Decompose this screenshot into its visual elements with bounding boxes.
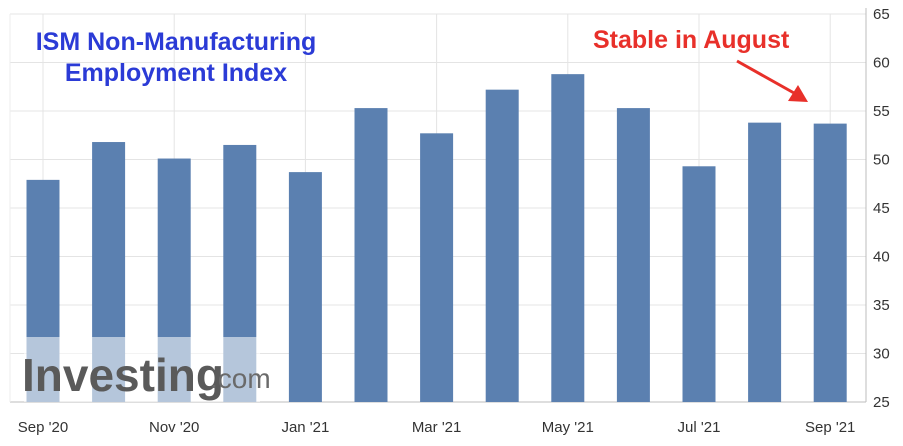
bar bbox=[485, 89, 519, 402]
y-tick-label: 35 bbox=[873, 297, 890, 314]
annotation: Stable in August bbox=[593, 26, 808, 102]
y-tick-label: 55 bbox=[873, 103, 890, 120]
y-tick-label: 25 bbox=[873, 394, 890, 411]
watermark-light: .com bbox=[210, 363, 271, 394]
bar bbox=[748, 122, 782, 402]
x-tick-label: May '21 bbox=[542, 419, 594, 436]
x-tick-label: Jan '21 bbox=[281, 419, 329, 436]
annotation-text: Stable in August bbox=[593, 26, 790, 54]
bar bbox=[813, 123, 847, 403]
x-tick-label: Sep '20 bbox=[18, 419, 68, 436]
annotation-arrow-shaft bbox=[736, 59, 795, 95]
watermark-bold: Investing bbox=[22, 349, 224, 401]
chart-title-line-2: Employment Index bbox=[65, 59, 287, 87]
bar bbox=[616, 108, 650, 402]
x-tick-label: Mar '21 bbox=[412, 419, 462, 436]
y-tick-label: 65 bbox=[873, 6, 890, 23]
y-tick-label: 45 bbox=[873, 200, 890, 217]
x-axis: Sep '20 Nov '20 Jan '21 Mar '21 May '21 Jul '… bbox=[18, 419, 856, 436]
bar bbox=[420, 133, 454, 402]
bar bbox=[682, 166, 716, 402]
chart-title-line-1: ISM Non-Manufacturing bbox=[36, 28, 317, 56]
y-axis: 25 30 35 40 45 50 55 60 65 bbox=[873, 6, 890, 411]
y-tick-label: 30 bbox=[873, 346, 890, 363]
x-tick-label: Nov '20 bbox=[149, 419, 199, 436]
x-tick-label: Jul '21 bbox=[678, 419, 721, 436]
chart-title: ISM Non-Manufacturing Employment Index bbox=[36, 28, 317, 87]
y-tick-label: 40 bbox=[873, 249, 890, 266]
watermark-backdrop bbox=[24, 337, 260, 402]
investing-watermark: Investing .com bbox=[22, 337, 271, 402]
bar bbox=[288, 172, 322, 402]
annotation-arrow-head bbox=[788, 85, 808, 102]
y-tick-label: 60 bbox=[873, 55, 890, 72]
y-tick-label: 50 bbox=[873, 152, 890, 169]
bar bbox=[551, 74, 585, 402]
x-tick-label: Sep '21 bbox=[805, 419, 855, 436]
bar bbox=[354, 108, 388, 402]
